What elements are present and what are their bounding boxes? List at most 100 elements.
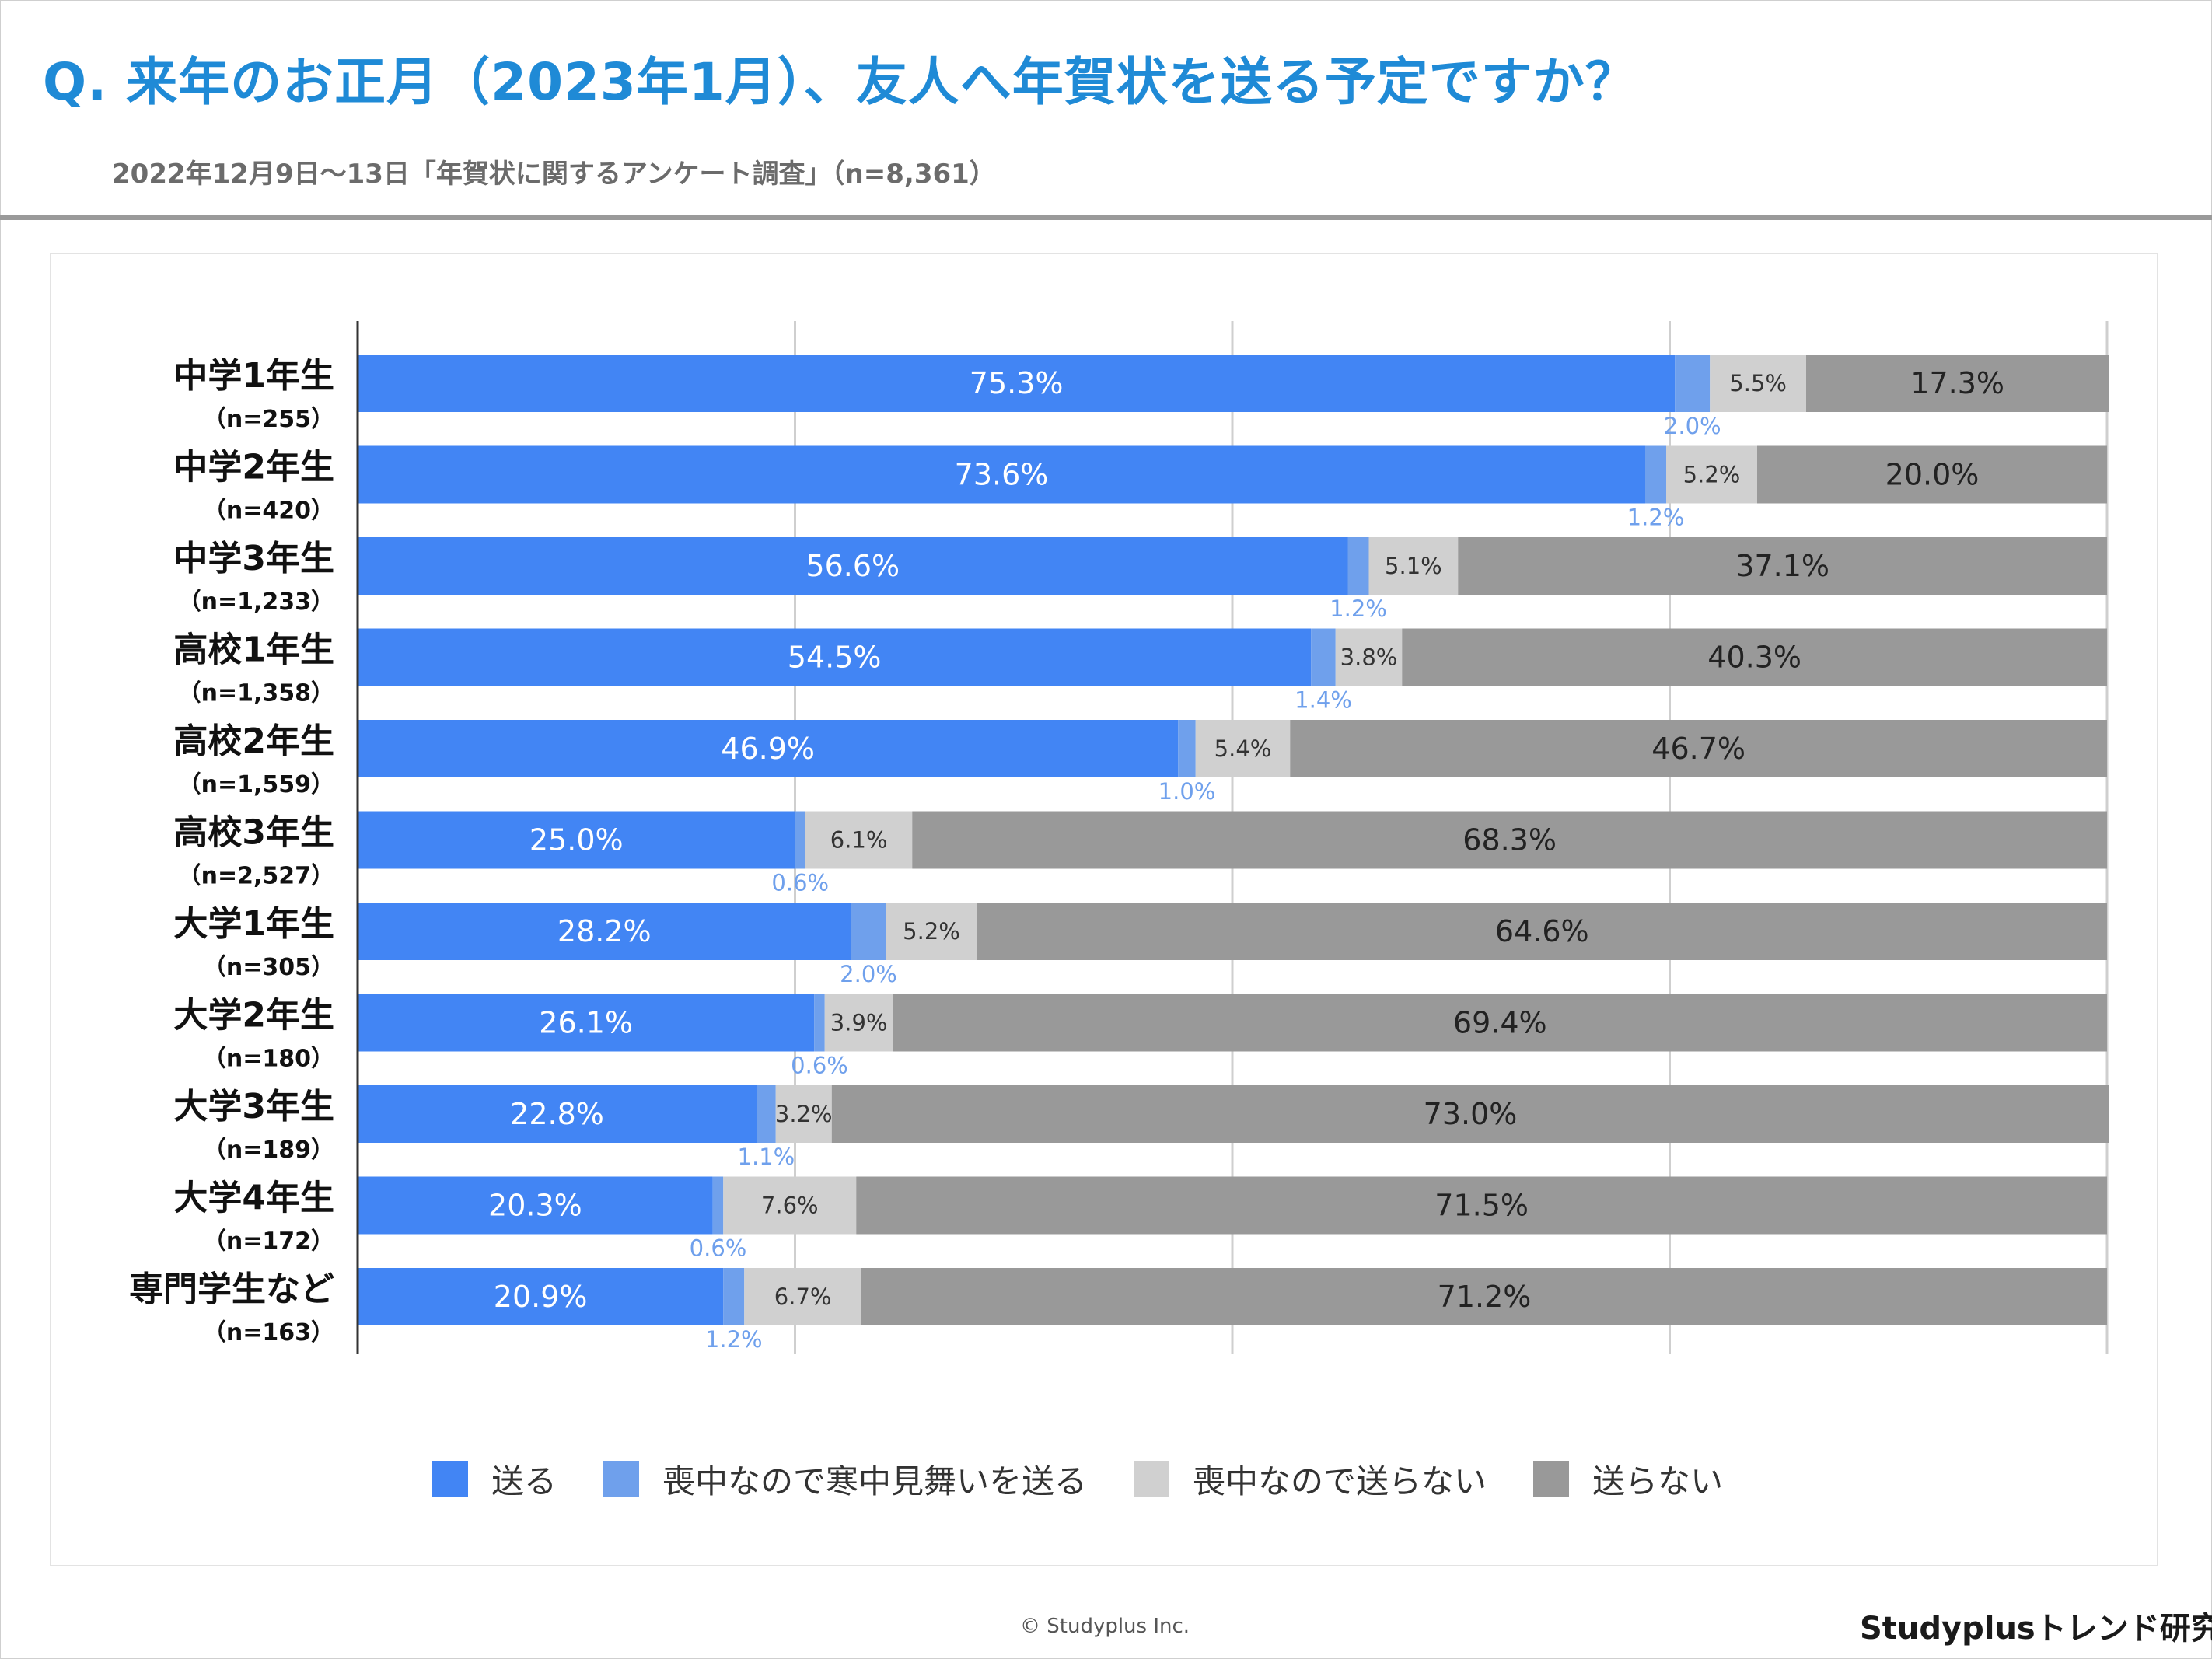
data-label: 20.9% [494,1280,588,1314]
sample-size-label: （n=255） [203,406,334,433]
bar-segment [824,994,893,1052]
data-label: 3.8% [1340,644,1398,671]
data-label: 22.8% [510,1097,604,1131]
legend-label-no-send: 送らない [1592,1462,1724,1500]
data-label: 71.2% [1438,1280,1532,1314]
legend-item-send: 送る [432,1455,557,1503]
category-label: 高校3年生 [173,813,334,853]
bar-segment [358,1085,757,1143]
bar-segment [1402,628,2107,686]
bar-segment [1178,720,1196,777]
data-label: 25.0% [529,823,624,857]
category-label: 大学4年生 [173,1179,334,1218]
data-label: 75.3% [970,366,1064,400]
data-label: 56.6% [805,549,900,583]
data-label: 1.4% [1295,687,1352,714]
category-label: 中学2年生 [173,448,334,487]
legend-swatch-no-send [1533,1461,1570,1497]
bar-segment [795,811,805,869]
data-label: 28.2% [557,914,652,948]
data-label: 5.1% [1385,553,1442,579]
data-label: 6.7% [774,1284,832,1310]
data-label: 40.3% [1707,641,1801,675]
data-label: 20.3% [488,1189,582,1223]
bar-segment [851,903,886,960]
bar-segment [1335,628,1403,686]
bar-segment [1757,445,2107,504]
sample-size-label: （n=189） [203,1137,334,1164]
bar-segment [358,355,1676,412]
bar-segment [805,811,913,869]
data-label: 20.0% [1885,458,1980,492]
bar-segment [1368,537,1459,595]
bar-segment [1195,720,1291,777]
copyright-text: © Studyplus Inc. [1020,1615,1190,1638]
bar-segment [757,1085,776,1143]
data-label: 5.4% [1214,735,1272,762]
sample-size-label: （n=163） [203,1319,334,1346]
bar-segment [893,994,2107,1052]
legend-swatch-send [432,1461,468,1497]
data-label: 7.6% [761,1193,819,1219]
page-title: Q. 来年のお正月（2023年1月）、友人へ年賀状を送る予定ですか？ [43,52,1637,112]
legend-item-no-send: 送らない [1533,1455,1723,1503]
bar-segment [358,994,815,1052]
sample-size-label: （n=1,559） [178,771,334,798]
survey-subtitle: 2022年12月9日〜13日「年賀状に関するアンケート調査」（n=8,361） [112,159,996,190]
legend-swatch-mourning-card [603,1461,640,1497]
legend-label-mourning-card: 喪中なので寒中見舞いを送る [662,1462,1088,1500]
data-label: 6.1% [830,827,888,854]
bar-segment [1806,355,2109,412]
sample-size-label: （n=2,527） [178,863,334,890]
sample-size-label: （n=1,233） [178,589,334,616]
bar-segment [358,1268,724,1325]
legend-label-mourning-no-send: 喪中なので送らない [1193,1462,1487,1500]
category-label: 大学1年生 [173,904,334,944]
sample-size-label: （n=180） [203,1046,334,1073]
data-label: 0.6% [791,1053,848,1079]
sample-size-label: （n=1,358） [178,680,334,707]
data-label: 71.5% [1434,1189,1529,1223]
category-label: 専門学生など [129,1270,334,1309]
legend-item-mourning-no-send: 喪中なので送らない [1134,1455,1487,1503]
bar-segment [358,537,1348,595]
header-divider [0,215,2212,220]
data-label: 0.6% [690,1235,747,1262]
bar-segment [358,628,1312,686]
data-label: 26.1% [539,1006,633,1040]
data-label: 46.9% [721,732,815,766]
bar-segment [861,1268,2107,1325]
brand-logo-text: Studyplusトレンド研究所 [1860,1611,2212,1647]
bar-segment [912,811,2107,869]
bar-segment [744,1268,861,1325]
bar-segment [358,903,851,960]
data-label: 46.7% [1651,732,1745,766]
data-label: 1.2% [1330,595,1387,622]
bar-segment [831,1085,2109,1143]
bar-segment [712,1176,724,1235]
data-label: 1.2% [1627,505,1685,531]
data-label: 0.6% [771,870,829,896]
data-label: 2.0% [840,961,897,987]
data-label: 2.0% [1664,413,1721,439]
bar-segment [358,445,1645,504]
data-label: 5.2% [903,918,960,945]
data-label: 5.2% [1683,462,1741,488]
data-label: 1.1% [738,1144,795,1170]
bar-segment [886,903,977,960]
data-label: 17.3% [1910,366,2004,400]
bar-segment [358,811,795,869]
bar-segment [814,994,825,1052]
legend-item-mourning-card: 喪中なので寒中見舞いを送る [603,1455,1087,1503]
legend-label-send: 送る [491,1462,557,1500]
chart-panel [50,253,2158,1566]
data-label: 37.1% [1735,549,1829,583]
data-label: 1.0% [1158,778,1216,805]
bar-segment [1645,445,1666,504]
data-label: 3.9% [830,1010,888,1036]
bar-segment [723,1176,857,1235]
category-label: 大学2年生 [173,996,334,1036]
category-label: 中学1年生 [173,356,334,396]
category-label: 高校2年生 [173,721,334,761]
